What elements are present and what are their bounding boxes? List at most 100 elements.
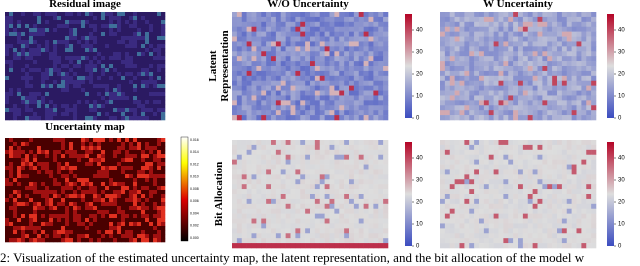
- heatmap-cell: [117, 142, 121, 146]
- heatmap-cell: [455, 17, 460, 22]
- heatmap-cell: [383, 155, 388, 160]
- heatmap-cell: [581, 105, 586, 110]
- heatmap-cell: [129, 154, 133, 158]
- heatmap-cell: [25, 210, 29, 214]
- heatmap-cell: [17, 12, 21, 16]
- heatmap-cell: [266, 160, 271, 165]
- heatmap-cell: [149, 88, 153, 92]
- heatmap-cell: [295, 51, 300, 56]
- heatmap-cell: [474, 204, 479, 209]
- heatmap-cell: [69, 92, 73, 96]
- heatmap-cell: [484, 155, 489, 160]
- heatmap-cell: [281, 165, 286, 170]
- heatmap-cell: [518, 174, 523, 179]
- heatmap-cell: [117, 72, 121, 76]
- heatmap-cell: [344, 184, 349, 189]
- heatmap-cell: [37, 64, 41, 68]
- heatmap-cell: [153, 52, 157, 56]
- heatmap-cell: [69, 142, 73, 146]
- heatmap-cell: [552, 22, 557, 27]
- heatmap-cell: [359, 233, 364, 238]
- heatmap-cell: [503, 204, 508, 209]
- heatmap-cell: [61, 16, 65, 20]
- heatmap-cell: [542, 91, 547, 96]
- heatmap-cell: [57, 206, 61, 210]
- heatmap-cell: [330, 209, 335, 214]
- heatmap-cell: [133, 20, 137, 24]
- heatmap-cell: [455, 27, 460, 32]
- heatmap-cell: [153, 76, 157, 80]
- heatmap-cell: [460, 56, 465, 61]
- heatmap-cell: [552, 233, 557, 238]
- heatmap-cell: [29, 218, 33, 222]
- heatmap-cell: [533, 179, 538, 184]
- heatmap-cell: [591, 184, 596, 189]
- heatmap-cell: [577, 204, 582, 209]
- heatmap-cell: [153, 178, 157, 182]
- heatmap-cell: [373, 184, 378, 189]
- heatmap-cell: [266, 91, 271, 96]
- heatmap-cell: [237, 238, 242, 243]
- heatmap-cell: [528, 204, 533, 209]
- heatmap-cell: [129, 28, 133, 32]
- heatmap-cell: [513, 41, 518, 46]
- heatmap-cell: [33, 60, 37, 64]
- heatmap-cell: [77, 48, 81, 52]
- heatmap-cell: [61, 92, 65, 96]
- heatmap-cell: [538, 66, 543, 71]
- heatmap-cell: [349, 204, 354, 209]
- heatmap-cell: [325, 150, 330, 155]
- heatmap-cell: [25, 88, 29, 92]
- heatmap-cell: [513, 27, 518, 32]
- heatmap-cell: [129, 48, 133, 52]
- heatmap-cell: [325, 189, 330, 194]
- heatmap-cell: [121, 20, 125, 24]
- heatmap-cell: [383, 199, 388, 204]
- heatmap-cell: [344, 76, 349, 81]
- row-label: LatentRepresentation: [207, 30, 231, 101]
- heatmap-cell: [567, 145, 572, 150]
- heatmap-cell: [528, 17, 533, 22]
- heatmap-cell: [271, 174, 276, 179]
- heatmap-cell: [61, 24, 65, 28]
- heatmap-cell: [53, 206, 57, 210]
- heatmap-cell: [562, 184, 567, 189]
- heatmap-cell: [141, 108, 145, 112]
- heatmap-cell: [33, 108, 37, 112]
- heatmap-cell: [153, 206, 157, 210]
- heatmap-cell: [334, 145, 339, 150]
- heatmap-cell: [25, 190, 29, 194]
- heatmap-cell: [528, 155, 533, 160]
- heatmap-cell: [5, 226, 9, 230]
- heatmap-cell: [105, 190, 109, 194]
- heatmap-cell: [373, 219, 378, 224]
- heatmap-cell: [383, 81, 388, 86]
- heatmap-cell: [53, 68, 57, 72]
- heatmap-cell: [252, 105, 257, 110]
- heatmap-cell: [276, 160, 281, 165]
- heatmap-cell: [81, 234, 85, 238]
- heatmap-cell: [232, 95, 237, 100]
- heatmap-cell: [378, 110, 383, 115]
- heatmap-cell: [17, 182, 21, 186]
- heatmap-cell: [29, 104, 33, 108]
- heatmap-cell: [469, 150, 474, 155]
- heatmap-cell: [73, 162, 77, 166]
- heatmap-cell: [286, 174, 291, 179]
- heatmap-cell: [97, 56, 101, 60]
- heatmap-cell: [339, 105, 344, 110]
- heatmap-cell: [256, 243, 261, 248]
- heatmap-cell: [364, 81, 369, 86]
- heatmap-cell: [474, 27, 479, 32]
- heatmap-cell: [113, 36, 117, 40]
- heatmap-cell: [109, 190, 113, 194]
- heatmap-cell: [276, 71, 281, 76]
- heatmap-cell: [542, 214, 547, 219]
- heatmap-cell: [281, 22, 286, 27]
- heatmap-cell: [349, 189, 354, 194]
- heatmap-cell: [5, 20, 9, 24]
- heatmap-cell: [538, 155, 543, 160]
- heatmap-cell: [349, 22, 354, 27]
- heatmap-cell: [450, 228, 455, 233]
- heatmap-cell: [281, 66, 286, 71]
